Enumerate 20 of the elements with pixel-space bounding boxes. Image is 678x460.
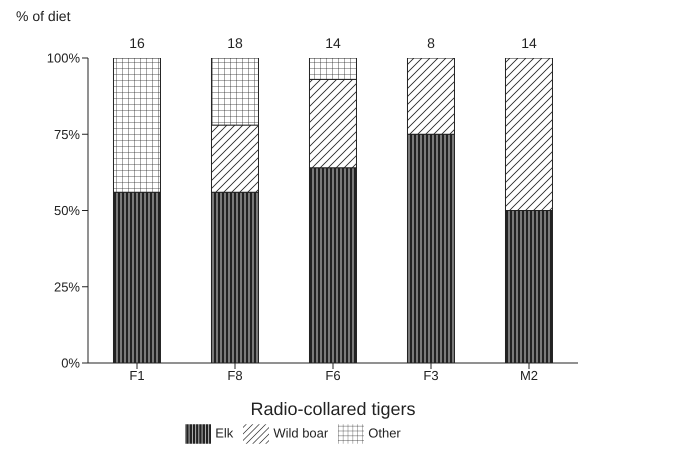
y-tick-label: 50% (54, 203, 80, 218)
annotation: 18 (227, 35, 243, 51)
y-tick-label: 100% (46, 50, 80, 66)
legend-label: Other (368, 425, 401, 440)
x-tick-label: M2 (520, 368, 538, 384)
legend-label: Wild boar (273, 425, 328, 440)
x-tick-label: F8 (227, 368, 243, 384)
y-tick-label: 75% (54, 126, 80, 142)
annotation: 14 (325, 35, 341, 51)
x-tick-label: F6 (325, 368, 341, 384)
y-tick-label: 0% (61, 356, 80, 371)
x-tick-label: F1 (129, 368, 145, 384)
y-tick-label: 25% (54, 279, 80, 294)
annotation: 14 (521, 35, 537, 51)
annotation: 16 (129, 35, 145, 51)
annotation: 8 (427, 35, 436, 51)
legend-label: Elk (215, 425, 234, 440)
x-axis-title: Radio-collared tigers (250, 399, 416, 419)
y-axis-title: % of diet (16, 8, 70, 24)
x-tick-label: F3 (423, 368, 439, 384)
